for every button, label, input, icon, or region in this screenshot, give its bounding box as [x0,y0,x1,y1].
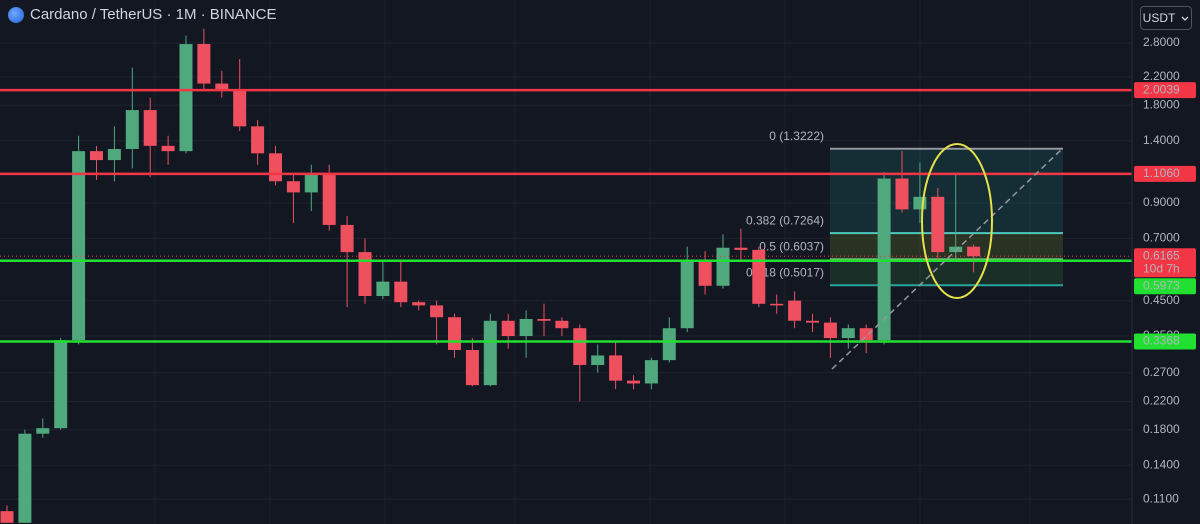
candle-body [788,300,802,321]
price-line-label: 1.1060 [1143,166,1180,180]
candle-body [376,281,390,297]
candle-body [197,44,211,84]
candle-body [716,247,730,286]
candle-body [358,252,372,297]
candle-body [662,328,676,361]
candle-body [340,224,354,253]
y-tick-label: 1.4000 [1143,133,1180,147]
candle-body [304,173,318,193]
price-line-label: 0.3368 [1143,334,1180,348]
y-tick-label: 0.1100 [1143,491,1179,505]
fib-zone [830,148,1063,234]
candle-body [859,328,873,341]
candle-body [591,355,605,365]
price-line-box [1134,165,1196,182]
candle-body [412,302,426,306]
fib-zone [830,259,1063,286]
fib-label: 0.618 (0.5017) [746,265,824,279]
y-tick-label: 1.8000 [1143,97,1180,111]
price-lines-layer [0,88,1132,343]
fib-label: 0 (1.3222) [769,129,824,143]
candle-body [841,328,855,339]
candle-body [36,428,50,434]
chart-title: Cardano / TetherUS · 1M · BINANCE [30,6,277,23]
candle-body [0,511,14,523]
candle-body [90,151,103,161]
candle-body [895,178,909,210]
candle-body [233,90,247,127]
candle-body [54,340,68,429]
y-tick-label: 0.2700 [1143,365,1180,379]
candle-body [967,246,981,257]
countdown-label: 10d 7h [1143,261,1180,275]
candle-body [644,360,658,384]
candle-body [286,181,300,193]
price-line-box [1134,278,1196,295]
candle-body [680,261,694,329]
price-line-label: 2.0039 [1143,82,1180,96]
symbol-header: Cardano / TetherUS · 1M · BINANCE [8,6,276,23]
candle-body [394,281,408,303]
candle-body [823,322,837,339]
price-line-box [1134,82,1196,99]
y-tick-label: 0.9000 [1143,195,1180,209]
currency-label: USDT [1142,11,1176,25]
highlight-ellipse [921,143,993,299]
candle-body [537,318,551,321]
candle-body [448,317,461,350]
y-tick-label: 0.2200 [1143,394,1180,408]
fib-label: 0.382 (0.7264) [746,213,824,227]
price-line-label: 0.5973 [1143,278,1180,292]
currency-button[interactable]: USDT [1140,6,1192,30]
candle-body [430,305,444,318]
candle-body [698,261,712,286]
candle-body [125,110,139,149]
fib-label: 0.5 (0.6037) [759,239,824,253]
chevron-icon [1181,16,1189,21]
last-price-box [1134,248,1196,278]
y-tick-label: 0.7000 [1143,231,1180,245]
last-price-label: 0.6165 [1143,248,1180,262]
candle-body [483,320,497,386]
price-line-box [1134,333,1196,350]
candle-body [269,153,282,182]
candles-layer [0,28,981,523]
candle-body [215,83,229,91]
y-tick-label: 0.1400 [1143,457,1180,471]
candle-body [465,349,479,386]
candle-body [143,110,157,146]
candle-body [931,196,945,253]
candle-body [322,173,336,225]
candle-body [609,355,623,381]
y-tick-label: 0.4500 [1143,293,1180,307]
coin-icon [8,6,24,23]
candle-body [806,320,819,323]
trend-line [831,147,1064,370]
candle-body [72,151,86,341]
candle-body [627,380,640,384]
y-tick-label: 0.1800 [1143,422,1180,436]
y-tick-label: 2.8000 [1143,35,1180,49]
candle-body [107,148,121,161]
candle-body [734,247,748,250]
candle-body [877,178,891,341]
candle-body [913,196,927,210]
candle-body [519,318,533,337]
y-tick-label: 2.2000 [1143,69,1180,83]
candle-body [179,44,193,152]
candle-body [555,320,569,329]
candle-body [18,433,32,523]
axis-layer: 2.8000 2.2000 1.8000 1.4000 0.9000 0.7000 0.45… [1134,35,1196,505]
candle-body [770,303,784,306]
candle-body [573,328,587,365]
candle-body [161,145,175,152]
candle-body [752,249,766,304]
fib-zone [830,233,1063,260]
candle-body [501,320,515,337]
candle-body [949,246,963,253]
candle-body [251,126,265,154]
fib-layer: 0 (1.3222) 0.382 (0.7264) 0.5 (0.6037) 0.61… [746,129,1063,287]
